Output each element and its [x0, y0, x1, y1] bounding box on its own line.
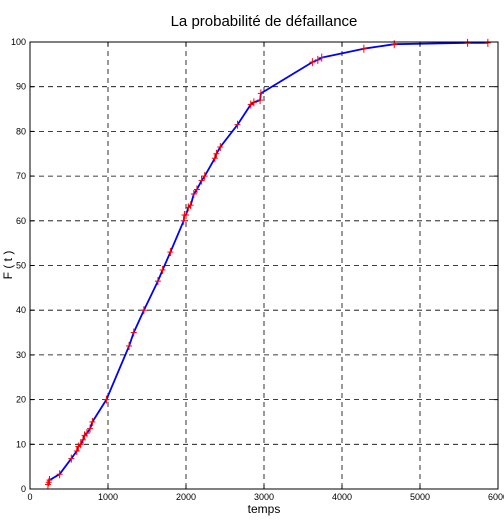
x-axis-label: temps [248, 502, 281, 516]
data-point-marker [89, 417, 96, 426]
y-axis-label: F ( t ) [1, 251, 15, 280]
y-tick-label: 10 [16, 439, 26, 449]
data-point-marker [318, 53, 325, 62]
y-tick-label: 0 [21, 484, 26, 494]
data-point-marker [250, 98, 257, 107]
grid-lines [30, 42, 498, 489]
data-point-marker [360, 44, 367, 53]
data-point-marker [73, 447, 80, 456]
y-tick-label: 80 [16, 126, 26, 136]
data-point-marker [103, 395, 110, 404]
x-tick-label: 1000 [98, 492, 118, 502]
y-tick-label: 70 [16, 171, 26, 181]
y-tick-label: 60 [16, 216, 26, 226]
y-tick-label: 30 [16, 350, 26, 360]
data-point-marker [234, 120, 241, 129]
data-point-marker [309, 58, 316, 67]
data-point-marker [167, 248, 174, 257]
data-point-marker [46, 476, 53, 485]
data-point-marker [201, 172, 208, 181]
x-tick-label: 4000 [332, 492, 352, 502]
data-point-marker [126, 341, 133, 350]
data-point-marker [213, 149, 220, 158]
data-point-marker [87, 424, 94, 433]
x-tick-label: 0 [27, 492, 32, 502]
x-tick-label: 2000 [176, 492, 196, 502]
data-point-marker [198, 176, 205, 185]
data-point-marker [190, 189, 197, 198]
data-point-marker [211, 154, 218, 163]
data-point-marker [484, 38, 491, 47]
data-point-marker [464, 38, 471, 47]
data-point-marker [56, 470, 63, 479]
data-point-marker [154, 277, 161, 286]
series-layer [44, 38, 491, 489]
data-point-marker [68, 454, 75, 463]
x-tick-label: 5000 [410, 492, 430, 502]
y-tick-label: 50 [16, 261, 26, 271]
data-point-marker [183, 210, 189, 219]
y-tick-label: 90 [16, 82, 26, 92]
x-tick-label: 3000 [254, 492, 274, 502]
data-point-marker [83, 429, 90, 438]
data-point-marker [187, 201, 194, 210]
data-point-marker [193, 185, 200, 194]
data-point-marker [257, 89, 264, 98]
data-point-marker [314, 55, 321, 64]
chart-title: La probabilité de défaillance [171, 13, 358, 30]
data-point-marker [247, 100, 254, 109]
ticks [29, 41, 499, 490]
data-point-marker [140, 306, 147, 315]
data-point-marker [180, 216, 187, 225]
y-tick-label: 100 [11, 37, 26, 47]
data-point-marker [159, 265, 166, 274]
y-tick-label: 20 [16, 395, 26, 405]
data-point-marker [217, 143, 224, 152]
y-tick-label: 40 [16, 305, 26, 315]
data-point-marker [80, 435, 87, 444]
data-point-marker [130, 328, 137, 337]
data-point-marker [77, 440, 84, 449]
data-point-marker [257, 96, 264, 105]
